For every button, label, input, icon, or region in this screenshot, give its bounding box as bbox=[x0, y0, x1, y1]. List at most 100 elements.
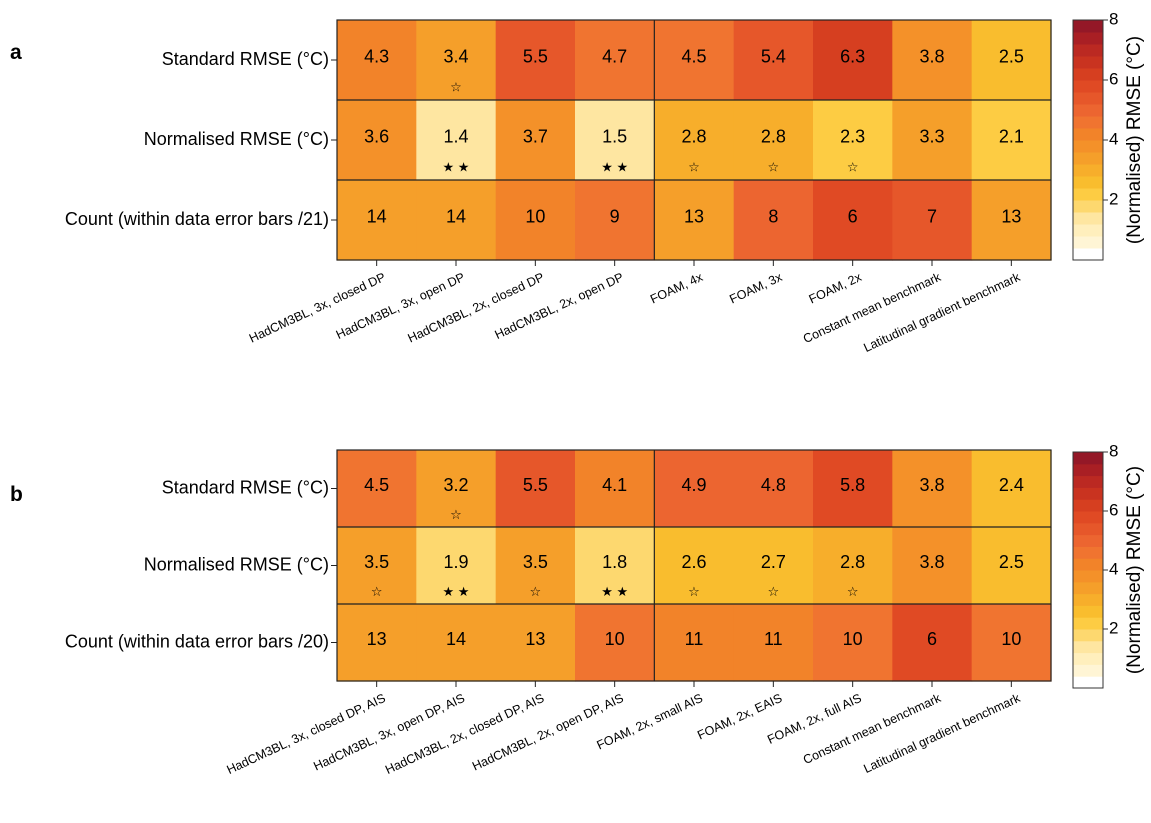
cell-value: 6 bbox=[927, 629, 937, 649]
cell-value: 4.9 bbox=[681, 475, 706, 495]
cell-fill bbox=[416, 527, 497, 605]
cell-value: 1.9 bbox=[443, 552, 468, 572]
colorbar-swatch bbox=[1073, 164, 1103, 177]
cell: 11 bbox=[654, 604, 735, 682]
cell-fill bbox=[971, 20, 1052, 101]
cell-fill bbox=[337, 180, 417, 261]
colorbar-swatch bbox=[1073, 104, 1103, 117]
cell-value: 4.5 bbox=[364, 475, 389, 495]
cell-value: 6.3 bbox=[840, 46, 865, 66]
cell-fill bbox=[654, 180, 735, 261]
significance-stars: ☆ bbox=[688, 584, 700, 599]
cell: 10 bbox=[575, 604, 655, 682]
cell: 3.6 bbox=[337, 100, 417, 181]
cell-fill bbox=[892, 527, 973, 605]
significance-stars: ★ ★ bbox=[601, 584, 628, 599]
cell: 3.8 bbox=[892, 527, 973, 605]
cell-value: 3.8 bbox=[919, 46, 944, 66]
cell-value: 13 bbox=[684, 206, 704, 226]
cell: 13 bbox=[337, 604, 417, 682]
colorbar-swatch bbox=[1073, 605, 1103, 618]
colorbar-tick-label: 6 bbox=[1109, 500, 1118, 519]
cell: 13 bbox=[971, 180, 1052, 261]
cell-value: 3.3 bbox=[919, 126, 944, 146]
colorbar-tick-label: 8 bbox=[1109, 441, 1118, 460]
cell: 4.7 bbox=[575, 20, 655, 101]
colorbar-swatch bbox=[1073, 570, 1103, 583]
significance-stars: ☆ bbox=[768, 159, 780, 174]
cell-fill bbox=[892, 604, 973, 682]
colorbar-swatch bbox=[1073, 629, 1103, 642]
colorbar-tick-label: 4 bbox=[1109, 129, 1118, 148]
cell-fill bbox=[575, 450, 655, 528]
cell: 3.5 ☆ bbox=[337, 527, 417, 605]
cell-value: 3.2 bbox=[443, 475, 468, 495]
colorbar-a: 2 4 6 8 (Normalised) RMSE (°C) bbox=[1072, 9, 1145, 261]
colorbar-swatch bbox=[1073, 32, 1103, 45]
colorbar-swatch bbox=[1073, 581, 1103, 595]
colorbar-swatch bbox=[1073, 116, 1103, 129]
colorbar-title: (Normalised) RMSE (°C) bbox=[1124, 36, 1145, 244]
colorbar-swatch bbox=[1073, 522, 1103, 536]
panel-b: b 4.5 3.2 ☆ 5.5 4.1 4.9 4.8 5.8 3.8 2.4 3.5 ☆ 1.9 ★ ★… bbox=[10, 449, 1052, 777]
cell: 4.1 bbox=[575, 450, 655, 528]
colorbar-swatch bbox=[1073, 44, 1103, 57]
cell-fill bbox=[654, 450, 735, 528]
cell-value: 8 bbox=[768, 206, 778, 226]
cell: 1.8 ★ ★ bbox=[575, 527, 655, 605]
cell-value: 2.5 bbox=[999, 46, 1024, 66]
panel-b-row-labels: Standard RMSE (°C) Normalised RMSE (°C) Co… bbox=[65, 477, 337, 651]
cell-fill bbox=[495, 527, 576, 605]
cell-fill bbox=[575, 527, 655, 605]
significance-stars: ★ ★ bbox=[443, 584, 470, 599]
cell-fill bbox=[733, 450, 814, 528]
cell-value: 6 bbox=[848, 206, 858, 226]
colorbar-swatch bbox=[1073, 56, 1103, 69]
column-label: FOAM, 3x bbox=[727, 270, 785, 307]
cell-fill bbox=[813, 20, 893, 101]
cell: 10 bbox=[971, 604, 1052, 682]
column-label: HadCM3BL, 2x, open DP, AIS bbox=[470, 691, 626, 773]
colorbar-b: 2 4 6 8 (Normalised) RMSE (°C) bbox=[1072, 441, 1145, 689]
cell-value: 5.5 bbox=[523, 475, 548, 495]
cell: 4.5 bbox=[654, 20, 735, 101]
cell: 10 bbox=[813, 604, 893, 682]
colorbar-swatch bbox=[1073, 20, 1103, 33]
colorbar-swatch bbox=[1073, 188, 1103, 201]
row-label: Count (within data error bars /21) bbox=[65, 209, 329, 229]
cell-value: 3.5 bbox=[364, 552, 389, 572]
colorbar-swatch bbox=[1073, 652, 1103, 665]
colorbar-tick-label: 6 bbox=[1109, 69, 1118, 88]
cell-value: 3.6 bbox=[364, 126, 389, 146]
cell-fill bbox=[495, 100, 576, 181]
cell-fill bbox=[495, 450, 576, 528]
cell-fill bbox=[654, 604, 735, 682]
significance-stars: ☆ bbox=[847, 159, 859, 174]
colorbar-swatch bbox=[1073, 534, 1103, 547]
cell: 2.6 ☆ bbox=[654, 527, 735, 605]
column-label: FOAM, 2x bbox=[807, 270, 865, 307]
cell-fill bbox=[416, 20, 497, 101]
cell: 1.9 ★ ★ bbox=[416, 527, 497, 605]
cell-fill bbox=[813, 604, 893, 682]
cell-fill bbox=[892, 450, 973, 528]
cell-value: 2.4 bbox=[999, 475, 1024, 495]
cell: 2.3 ☆ bbox=[813, 100, 893, 181]
cell: 6 bbox=[813, 180, 893, 261]
cell: 4.3 bbox=[337, 20, 417, 101]
cell: 5.8 bbox=[813, 450, 893, 528]
cell-fill bbox=[575, 20, 655, 101]
cell-value: 14 bbox=[446, 206, 466, 226]
colorbar-swatch bbox=[1073, 511, 1103, 524]
cell-fill bbox=[733, 180, 814, 261]
cell-fill bbox=[337, 450, 417, 528]
cell-value: 4.5 bbox=[681, 46, 706, 66]
cell-value: 13 bbox=[367, 629, 387, 649]
colorbar-tick-label: 4 bbox=[1109, 559, 1118, 578]
colorbar-swatch bbox=[1073, 546, 1103, 559]
cell-fill bbox=[654, 20, 735, 101]
cell-value: 2.8 bbox=[681, 126, 706, 146]
significance-stars: ★ ★ bbox=[601, 159, 628, 174]
significance-stars: ☆ bbox=[847, 584, 859, 599]
